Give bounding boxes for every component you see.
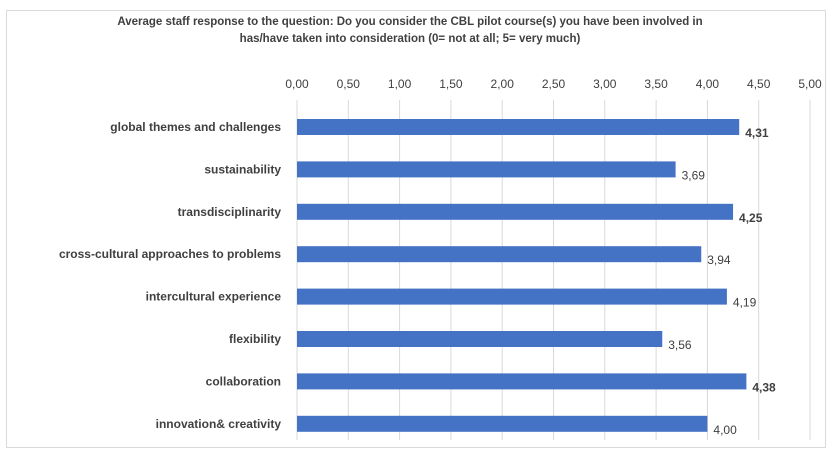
x-tick-label: 0,50 <box>337 77 361 91</box>
bar <box>297 415 708 432</box>
x-tick-label: 0,00 <box>285 77 309 91</box>
data-label: 4,00 <box>713 423 737 437</box>
x-tick-label: 5,00 <box>798 77 822 91</box>
x-tick-label: 1,00 <box>388 77 412 91</box>
category-label: innovation& creativity <box>156 417 282 431</box>
data-label: 4,38 <box>752 380 776 394</box>
category-label: intercultural experience <box>146 290 282 304</box>
x-tick-label: 3,50 <box>644 77 668 91</box>
x-tick-label: 4,00 <box>696 77 720 91</box>
data-label: 3,94 <box>707 253 731 267</box>
chart-title: Average staff response to the question: … <box>60 14 760 48</box>
category-label: collaboration <box>206 374 281 388</box>
data-label: 4,25 <box>739 211 763 225</box>
x-tick-label: 4,50 <box>747 77 771 91</box>
data-label: 4,31 <box>745 126 769 140</box>
category-label: transdisciplinarity <box>178 205 282 219</box>
bar <box>297 119 740 135</box>
x-tick-label: 2,00 <box>491 77 515 91</box>
data-label: 3,69 <box>682 168 706 182</box>
bar <box>297 203 734 220</box>
chart-title-line-1: Average staff response to the question: … <box>117 16 703 28</box>
x-tick-label: 3,00 <box>593 77 617 91</box>
category-label: flexibility <box>229 332 281 346</box>
data-label: 3,56 <box>668 338 692 352</box>
bar <box>297 288 727 305</box>
chart-title-line-2: has/have taken into consideration (0= no… <box>239 33 581 45</box>
x-tick-label: 1,50 <box>439 77 463 91</box>
category-label: cross-cultural approaches to problems <box>59 247 281 261</box>
bar <box>297 373 747 390</box>
category-label: global themes and challenges <box>110 120 281 134</box>
data-label: 4,19 <box>733 296 757 310</box>
category-label: sustainability <box>204 162 281 176</box>
x-tick-label: 2,50 <box>542 77 566 91</box>
bar <box>297 246 702 263</box>
bar <box>297 331 663 347</box>
bar <box>297 161 676 178</box>
